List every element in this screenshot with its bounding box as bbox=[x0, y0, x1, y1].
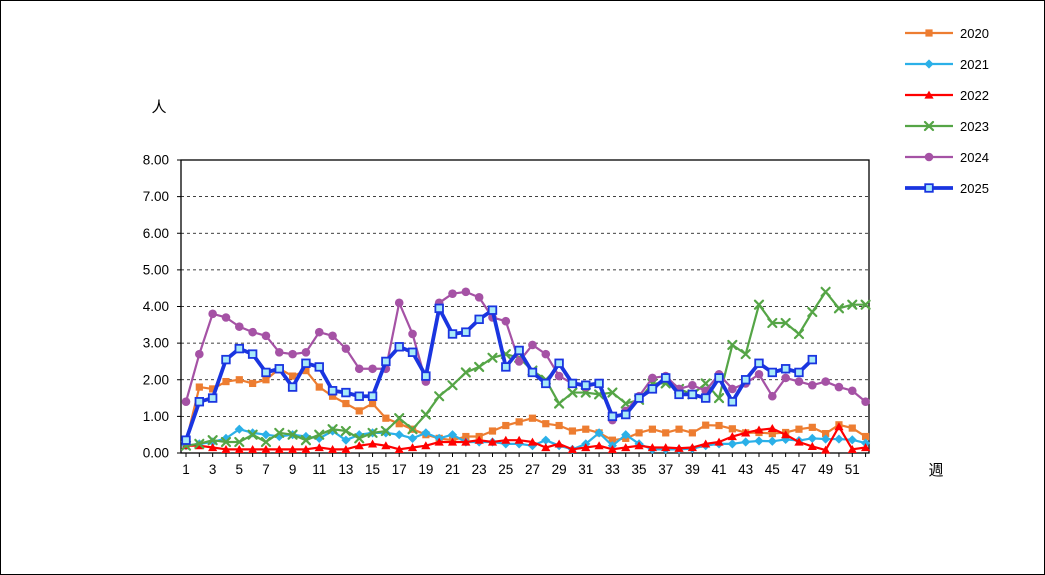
x-tick-label: 51 bbox=[845, 462, 860, 477]
x-tick-label: 17 bbox=[392, 462, 407, 477]
legend-label-2025: 2025 bbox=[960, 180, 989, 196]
y-tick-label: 2.00 bbox=[143, 372, 169, 387]
legend-item-2021: 2021 bbox=[904, 53, 989, 75]
x-axis-title: 週 bbox=[928, 462, 944, 479]
x-tick-label: 15 bbox=[365, 462, 380, 477]
legend-item-2022: 2022 bbox=[904, 84, 989, 106]
y-tick-label: 0.00 bbox=[143, 446, 169, 461]
x-tick-label: 1 bbox=[182, 462, 190, 477]
y-tick-label: 8.00 bbox=[143, 153, 169, 168]
x-tick-label: 23 bbox=[472, 462, 487, 477]
series-2022 bbox=[181, 422, 871, 454]
series-2025 bbox=[181, 303, 817, 445]
y-tick-label: 3.00 bbox=[143, 336, 169, 351]
x-tick-label: 13 bbox=[338, 462, 353, 477]
legend-label-2024: 2024 bbox=[960, 149, 989, 165]
y-tick-label: 1.00 bbox=[143, 409, 169, 424]
y-tick-label: 5.00 bbox=[143, 262, 169, 277]
x-axis-tick-labels: 1 3 5 7 9 11 13 15 17 19 21 23 25 27 29 31 33 35 37 39 41 43 4… bbox=[182, 453, 867, 477]
x-tick-label: 9 bbox=[289, 462, 297, 477]
x-tick-label: 5 bbox=[236, 462, 244, 477]
legend-label-2021: 2021 bbox=[960, 56, 989, 72]
x-tick-label: 33 bbox=[605, 462, 620, 477]
x-tick-label: 35 bbox=[632, 462, 647, 477]
legend: 2020 2021 2022 2023 2024 2025 bbox=[904, 22, 989, 208]
x-tick-label: 43 bbox=[738, 462, 753, 477]
legend-line-sample-2023 bbox=[905, 120, 953, 132]
x-tick-label: 37 bbox=[658, 462, 673, 477]
x-tick-label: 11 bbox=[312, 462, 326, 477]
legend-item-2024: 2024 bbox=[904, 146, 989, 168]
legend-line-sample-2022 bbox=[905, 90, 953, 99]
x-tick-label: 29 bbox=[552, 462, 567, 477]
x-tick-label: 27 bbox=[525, 462, 540, 477]
x-tick-label: 41 bbox=[712, 462, 727, 477]
legend-label-2023: 2023 bbox=[960, 118, 989, 134]
series-2024 bbox=[181, 287, 870, 425]
x-tick-label: 25 bbox=[498, 462, 513, 477]
x-tick-label: 7 bbox=[262, 462, 270, 477]
legend-line-sample-2020 bbox=[905, 29, 953, 37]
y-tick-label: 6.00 bbox=[143, 226, 169, 241]
x-tick-label: 3 bbox=[209, 462, 217, 477]
y-tick-label: 4.00 bbox=[143, 299, 169, 314]
x-tick-label: 49 bbox=[818, 462, 833, 477]
x-tick-label: 39 bbox=[685, 462, 700, 477]
x-tick-label: 19 bbox=[418, 462, 433, 477]
y-axis-title: 人 bbox=[151, 99, 167, 116]
x-tick-label: 21 bbox=[445, 462, 460, 477]
x-tick-label: 31 bbox=[578, 462, 593, 477]
legend-label-2020: 2020 bbox=[960, 25, 989, 41]
legend-item-2023: 2023 bbox=[904, 115, 989, 137]
legend-item-2025: 2025 bbox=[904, 177, 989, 199]
y-axis-tick-labels: 0.00 1.00 2.00 3.00 4.00 5.00 6.00 7.00 8.00 bbox=[143, 153, 181, 461]
legend-label-2022: 2022 bbox=[960, 87, 989, 103]
legend-line-sample-2021 bbox=[905, 59, 953, 69]
x-tick-label: 45 bbox=[765, 462, 780, 477]
series-2023 bbox=[180, 286, 871, 451]
legend-item-2020: 2020 bbox=[904, 22, 989, 44]
y-tick-label: 7.00 bbox=[143, 189, 169, 204]
legend-line-sample-2025 bbox=[905, 183, 953, 193]
x-tick-label: 47 bbox=[791, 462, 806, 477]
legend-line-sample-2024 bbox=[905, 152, 953, 162]
